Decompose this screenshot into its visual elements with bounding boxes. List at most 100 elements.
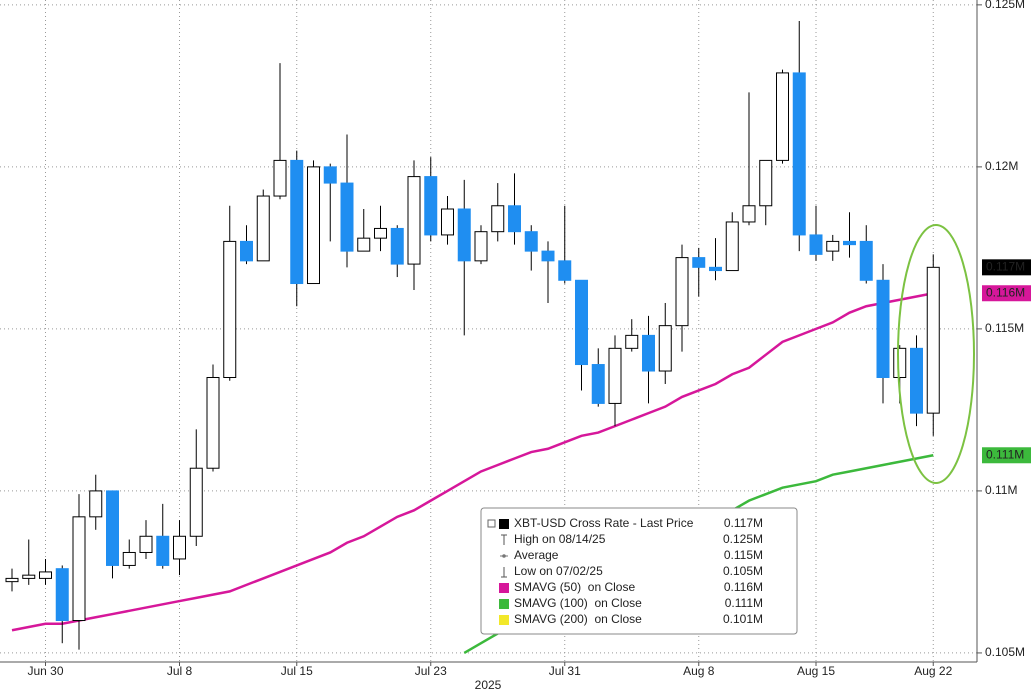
candle-body [759, 159, 773, 207]
grid [0, 0, 977, 662]
x-tick-label: Aug 15 [797, 664, 835, 678]
legend-label: XBT-USD Cross Rate - Last Price [514, 516, 694, 530]
candle-body [675, 257, 689, 327]
candle-body [474, 231, 488, 262]
axes: 0.105M 0.11M 0.115M 0.12M 0.125M Jun 30 Jul 8 J… [27, 0, 1031, 678]
last-value-tag [982, 285, 1031, 302]
x-tick-label: Jul 31 [549, 664, 581, 678]
legend-value: 0.115M [724, 548, 763, 562]
candle-body [826, 240, 840, 252]
candle-body [72, 516, 86, 622]
legend-label: Low on 07/02/25 [514, 564, 603, 578]
y-tick-label: 0.125M [985, 0, 1025, 11]
y-tick-label: 0.105M [985, 645, 1025, 659]
candle-body [742, 205, 756, 223]
candle-body [809, 234, 823, 255]
candle-body [374, 227, 387, 239]
last-value-tag [982, 447, 1031, 464]
legend-label: Average [514, 548, 559, 562]
candle-body [658, 325, 672, 372]
x-tick-label: Jun 30 [27, 664, 63, 678]
candle-body [5, 577, 19, 583]
candle-body [776, 72, 789, 161]
candle-body [240, 240, 253, 262]
candle-body [256, 195, 270, 262]
candle-body [725, 221, 739, 272]
candle-body [859, 240, 873, 281]
candle-body [39, 571, 52, 579]
candle-body [508, 205, 521, 233]
last-value-label: 0.111M [986, 447, 1024, 461]
x-tick-label: Jul 8 [167, 664, 193, 678]
legend-box [480, 507, 798, 635]
legend-swatch [499, 583, 509, 593]
candle-body [55, 568, 69, 622]
legend-label: High on 08/14/25 [514, 532, 606, 546]
candle-body [340, 182, 354, 252]
legend-value: 0.125M [723, 532, 763, 546]
x-tick-label: Aug 8 [683, 664, 715, 678]
candles [5, 21, 940, 650]
y-tick-label: 0.12M [985, 159, 1018, 173]
candle-body [407, 176, 421, 265]
candle-body [424, 176, 438, 236]
legend-label: SMAVG (200) on Close [514, 612, 642, 626]
candle-body [156, 535, 170, 566]
y-tick-label: 0.11M [985, 483, 1017, 497]
candle-body [323, 166, 337, 184]
candle-body [441, 208, 454, 236]
candle-body [223, 240, 237, 378]
legend-expander [487, 519, 496, 528]
legend-value: 0.111M [725, 596, 763, 610]
candle-body [843, 240, 856, 246]
candle-body [22, 574, 36, 579]
legend-value: 0.116M [724, 580, 763, 594]
y-tick-label: 0.115M [985, 321, 1024, 335]
candle-body [390, 227, 404, 265]
candle-body [926, 266, 940, 414]
legend-value: 0.105M [723, 564, 763, 578]
candle-body [189, 467, 203, 537]
legend-label: SMAVG (100) on Close [514, 596, 642, 610]
last-value-label: 0.117M [986, 259, 1025, 273]
candle-body [89, 490, 103, 518]
candle-body [457, 208, 471, 262]
last-value-label: 0.116M [986, 285, 1025, 299]
candle-body [273, 159, 287, 197]
candle-body [139, 535, 153, 553]
candle-body [558, 260, 572, 281]
legend: XBT-USD Cross Rate - Last Price 0.117M Hig… [480, 507, 798, 635]
candle-body [491, 205, 505, 233]
x-tick-label: Aug 22 [914, 664, 952, 678]
candle-body [625, 334, 639, 349]
legend-icon [502, 554, 506, 558]
x-tick-label: Jul 23 [415, 664, 447, 678]
x-axis-label: 2025 [475, 678, 502, 692]
candle-body [357, 237, 371, 252]
candle-body [206, 376, 220, 469]
candle-body [307, 166, 320, 285]
candle-body [575, 279, 588, 366]
sma-line [11, 292, 934, 632]
candle-body [591, 364, 605, 404]
legend-value: 0.101M [723, 612, 763, 626]
candle-body [910, 347, 923, 414]
candle-body [524, 231, 538, 252]
legend-label: SMAVG (50) on Close [514, 580, 635, 594]
candle-body [692, 257, 706, 268]
legend-swatch [499, 599, 509, 609]
candle-body [290, 159, 304, 285]
candle-body [709, 266, 722, 272]
x-tick-label: Jul 15 [281, 664, 313, 678]
candle-body [122, 551, 136, 566]
candle-body [893, 347, 907, 378]
legend-value: 0.117M [724, 516, 763, 530]
candle-body [642, 334, 655, 372]
candle-body [106, 490, 119, 566]
candle-body [541, 250, 555, 262]
candle-body [608, 347, 622, 404]
legend-swatch [499, 615, 509, 625]
legend-swatch [499, 519, 509, 529]
highlight-ellipse [897, 224, 975, 484]
